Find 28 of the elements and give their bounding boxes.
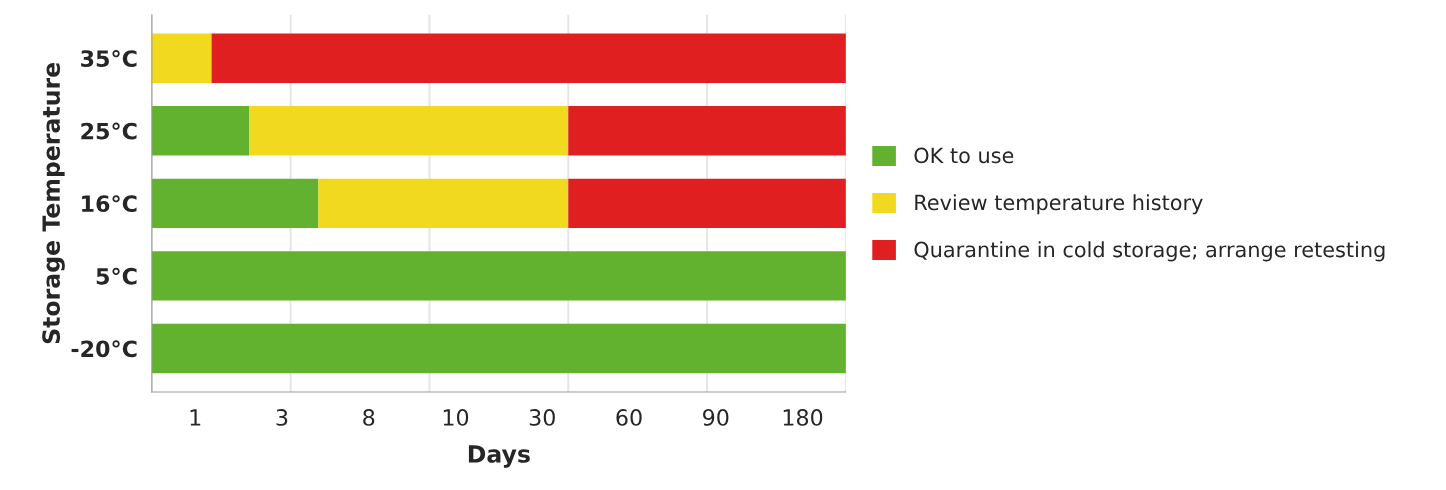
text: 3: [276, 409, 288, 426]
bar: [568, 178, 846, 229]
bar: [568, 106, 846, 156]
text: 30: [529, 409, 555, 426]
text: 180: [783, 409, 823, 426]
legend-label: OK to use: [914, 147, 1014, 164]
text: 60: [616, 409, 642, 426]
text: 90: [703, 409, 729, 426]
y-tick-label: 25°C: [81, 122, 137, 140]
bar: [151, 323, 846, 374]
y-tick-label: 35°C: [81, 50, 137, 67]
legend-label: Review temperature history: [915, 194, 1203, 215]
text: 1: [190, 409, 201, 426]
y-tick-label: 5°C: [96, 267, 137, 285]
legend-label: Quarantine in cold storage; arrange retesting: [914, 241, 1385, 262]
y-tick-label: 16°C: [82, 195, 137, 213]
y-tick-label: -20°C: [71, 340, 137, 358]
bar: [318, 178, 569, 229]
x-axis-title: Days: [468, 445, 530, 468]
text: 10: [443, 409, 469, 426]
bar: [151, 178, 319, 229]
bar: [151, 251, 846, 301]
text: 8: [363, 409, 375, 426]
y-axis-title: Storage Temperature: [42, 62, 65, 344]
bar: [151, 33, 212, 83]
bar: [249, 106, 569, 156]
bar: [211, 33, 846, 83]
bar: [151, 106, 249, 156]
